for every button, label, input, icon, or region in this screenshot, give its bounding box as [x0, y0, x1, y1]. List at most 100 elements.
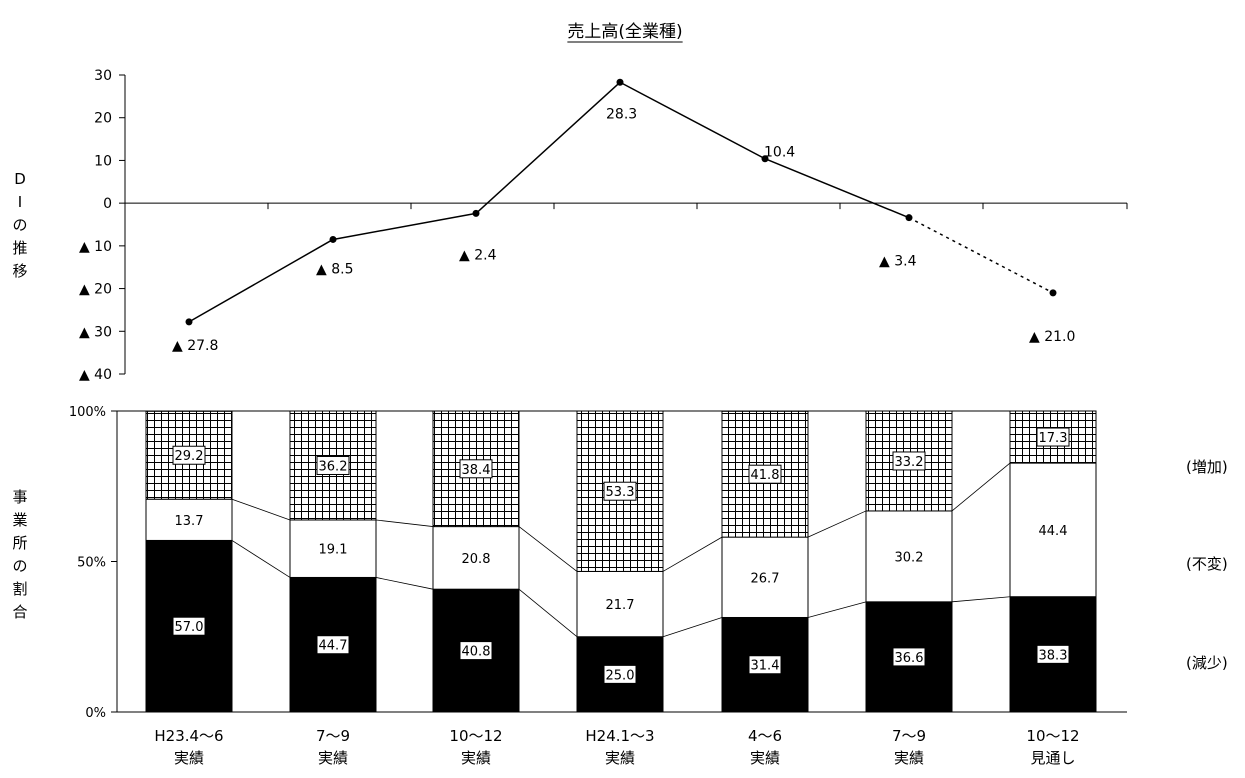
di-data-label: ▲ 3.4 [879, 254, 917, 270]
series-connector-line [951, 462, 1011, 512]
di-line-segment [188, 238, 334, 323]
category-label: 実績 [605, 749, 635, 767]
category-label: H24.1〜3 [585, 727, 654, 745]
di-y-tick-label: ▲ 20 [79, 282, 112, 298]
series-connector-line [231, 540, 291, 578]
bar-label-box [748, 655, 782, 675]
bar-label-box [459, 641, 493, 661]
bar-data-label: 25.0 [606, 668, 635, 683]
series-connector-line [231, 498, 291, 521]
ratio-y-tick-label: 50% [77, 556, 106, 571]
di-line-segment [619, 81, 766, 160]
di-y-axis-label-char: 推 [12, 239, 27, 257]
series-connector-line [951, 596, 1011, 603]
bar-data-label: 36.6 [895, 651, 924, 666]
di-line-chart: 30 20 10 0 ▲ 10 ▲ 20 ▲ 30 ▲ 40 ▲ 27.8 ▲ 8.5 ▲ 2.4… [79, 68, 1128, 383]
category-label: 実績 [461, 749, 491, 767]
di-data-point [761, 155, 769, 163]
bar-data-label: 38.4 [462, 463, 491, 478]
category-label: 10〜12 [449, 727, 502, 745]
category-label: 10〜12 [1026, 727, 1079, 745]
series-connector-line [807, 601, 867, 618]
ratio-y-axis-label-char: 業 [12, 511, 27, 529]
di-data-point [616, 78, 624, 86]
chart-title: 売上高(全業種) [567, 22, 682, 42]
di-data-point [329, 235, 337, 243]
ratio-y-axis-label-char: 合 [12, 603, 27, 621]
bar-label-box [172, 616, 206, 636]
bar-label-box [892, 451, 926, 471]
bar-data-label: 17.3 [1039, 431, 1068, 446]
bar-data-label: 30.2 [895, 550, 924, 565]
bar-segment [1009, 462, 1097, 598]
legend-entry: (増加) [1186, 458, 1228, 476]
di-data-point [185, 318, 193, 326]
bar-label-box [892, 647, 926, 667]
di-y-tick-label: 0 [103, 196, 112, 212]
series-connector-line [662, 536, 723, 572]
di-line-segment [475, 81, 621, 214]
bar-data-label: 44.7 [319, 639, 348, 654]
di-data-label: 28.3 [606, 106, 637, 122]
di-data-label: ▲ 21.0 [1029, 329, 1075, 345]
di-data-point [905, 214, 913, 222]
bar-data-label: 19.1 [319, 543, 348, 558]
category-label: 実績 [318, 749, 348, 767]
bar-segment [432, 526, 520, 590]
di-line-segment [764, 158, 910, 219]
bar-segment [576, 570, 664, 638]
bar-data-label: 53.3 [606, 485, 635, 500]
bar-data-label: 57.0 [175, 620, 204, 635]
category-label: 7〜9 [892, 727, 926, 745]
di-data-label: 10.4 [764, 145, 795, 161]
di-y-tick-label: 20 [94, 111, 112, 127]
category-label: H23.4〜6 [154, 727, 223, 745]
bar-data-label: 29.2 [175, 449, 204, 464]
category-label: 7〜9 [316, 727, 350, 745]
series-connector-line [662, 617, 723, 638]
bar-label-box [603, 664, 637, 684]
bar-data-label: 41.8 [751, 468, 780, 483]
bar-data-label: 40.8 [462, 645, 491, 660]
category-label: 実績 [174, 749, 204, 767]
bar-data-label: 21.7 [606, 598, 635, 613]
ratio-y-tick-label: 0% [85, 706, 106, 721]
bar-label-box [316, 455, 350, 475]
bar-label-box [748, 464, 782, 484]
series-connector-line [375, 577, 434, 590]
bar-data-label: 44.4 [1039, 524, 1068, 539]
series-connector-line [518, 588, 578, 638]
bar-label-box [1036, 427, 1070, 447]
bar-data-label: 36.2 [319, 459, 348, 474]
di-y-tick-label: ▲ 10 [79, 239, 112, 255]
di-data-point [1049, 289, 1057, 297]
bar-segment [721, 536, 809, 618]
category-label: 4〜6 [748, 727, 782, 745]
ratio-stacked-bar-chart: 0% 50% 100% 57.0 13.7 29.2 44.7 19.1 36.2 40.8 20… [69, 405, 1127, 767]
di-y-tick-label: ▲ 30 [79, 324, 112, 340]
di-y-axis-label-char: D [14, 170, 26, 188]
bar-segment [145, 498, 233, 541]
di-data-label: ▲ 2.4 [459, 247, 497, 263]
bar-segment [289, 410, 377, 521]
series-connector-line [807, 510, 867, 538]
bar-data-label: 31.4 [751, 659, 780, 674]
ratio-y-tick-label: 100% [69, 405, 106, 420]
ratio-y-axis-label-char: 割 [12, 580, 27, 598]
bar-segment [865, 510, 953, 603]
bar-label-box [316, 635, 350, 655]
ratio-y-axis-label-char: 事 [12, 488, 27, 506]
bar-data-label: 26.7 [751, 571, 780, 586]
ratio-y-axis-label-char: の [12, 557, 27, 575]
di-data-point [472, 209, 480, 217]
bar-data-label: 38.3 [1039, 648, 1068, 663]
legend: (減少) (不変) (増加) [1186, 458, 1228, 672]
di-y-tick-label: 10 [94, 153, 112, 169]
category-label: 見通し [1030, 749, 1075, 767]
di-data-label: ▲ 8.5 [316, 261, 353, 277]
di-y-axis-label-char: I [18, 193, 22, 211]
di-y-axis-label-char: 移 [12, 262, 27, 280]
